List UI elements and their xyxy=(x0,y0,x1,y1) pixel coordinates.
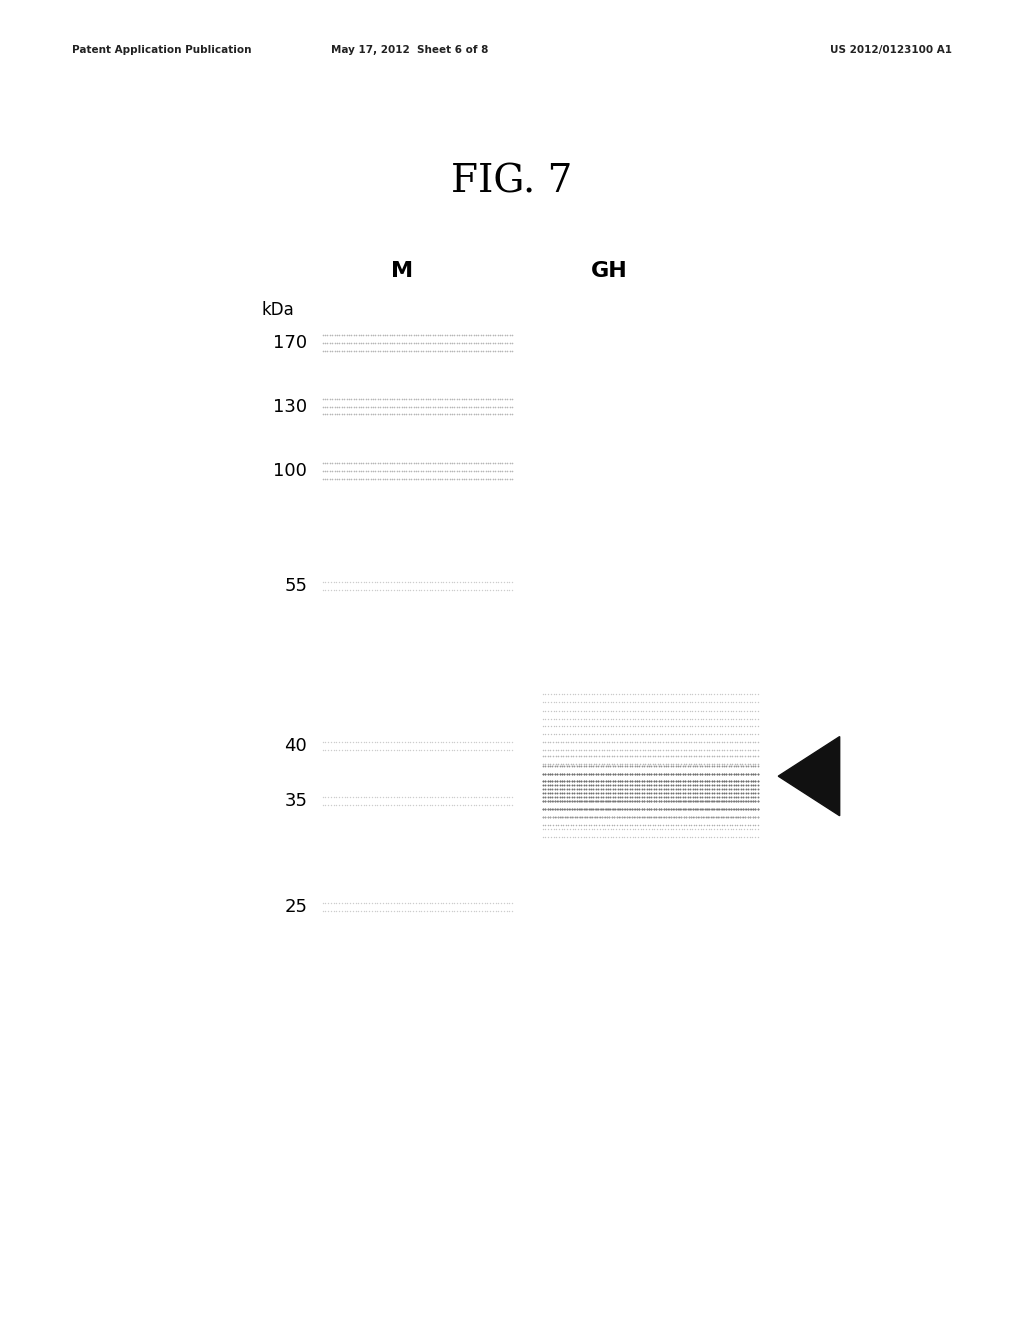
Polygon shape xyxy=(778,737,840,816)
Text: Patent Application Publication: Patent Application Publication xyxy=(72,45,251,55)
Text: 40: 40 xyxy=(285,737,307,755)
Text: 35: 35 xyxy=(285,792,307,810)
Text: FIG. 7: FIG. 7 xyxy=(452,164,572,201)
Text: 55: 55 xyxy=(285,577,307,595)
Text: M: M xyxy=(391,260,414,281)
Text: 25: 25 xyxy=(285,898,307,916)
Text: 100: 100 xyxy=(273,462,307,480)
Text: kDa: kDa xyxy=(261,301,294,319)
Text: May 17, 2012  Sheet 6 of 8: May 17, 2012 Sheet 6 of 8 xyxy=(331,45,488,55)
Text: US 2012/0123100 A1: US 2012/0123100 A1 xyxy=(829,45,952,55)
Text: GH: GH xyxy=(591,260,628,281)
Text: 170: 170 xyxy=(273,334,307,352)
Text: 130: 130 xyxy=(273,397,307,416)
